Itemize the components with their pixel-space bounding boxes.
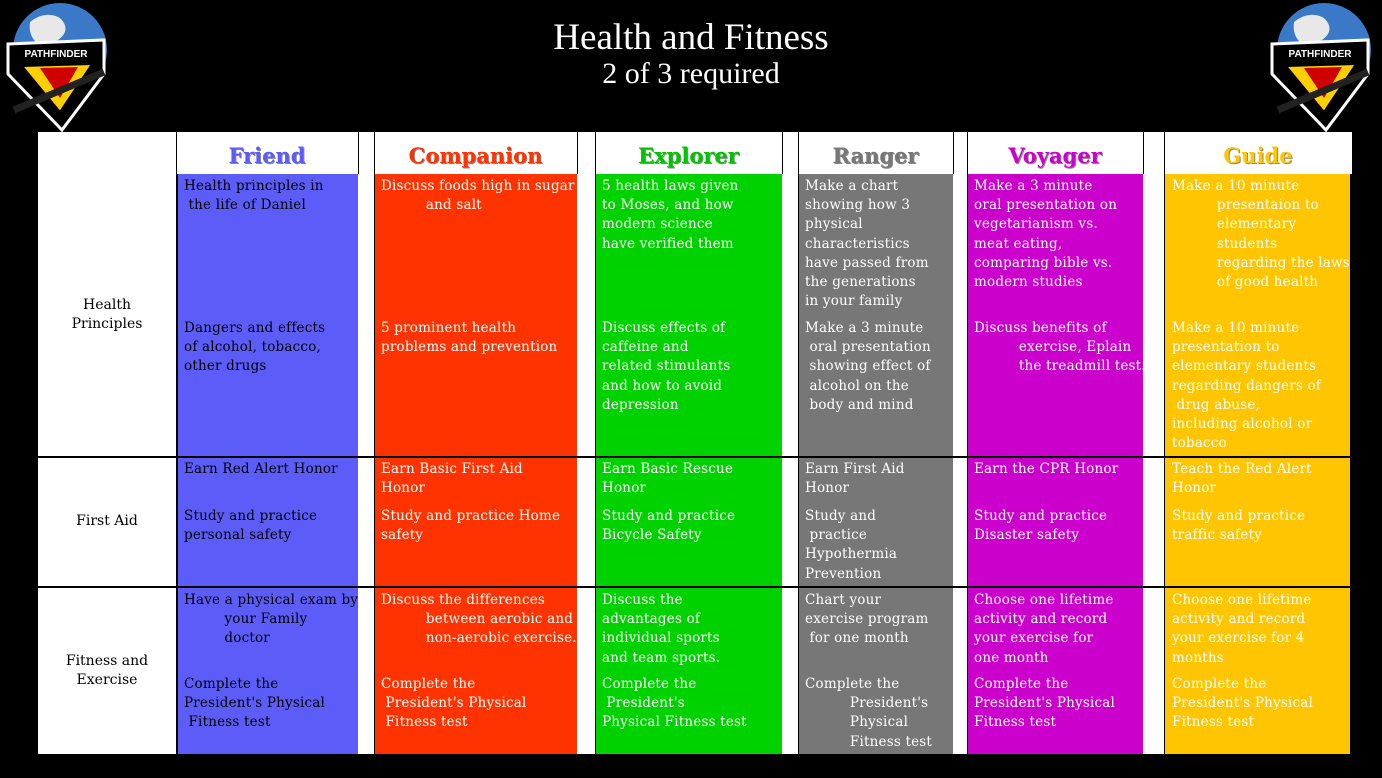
header-friend: Friend — [228, 143, 306, 168]
header-divider — [595, 132, 596, 174]
header-divider — [953, 132, 954, 174]
row-label-first-aid: First Aid — [76, 513, 138, 529]
table-header-panel — [38, 132, 1352, 174]
column-gap — [782, 174, 798, 754]
cell-voyager-fitness-1: Choose one lifetime activity and record … — [974, 592, 1114, 666]
cell-voyager-firstaid-2: Study and practice Disaster safety — [974, 508, 1108, 544]
cell-voyager-firstaid-1: Earn the CPR Honor — [974, 461, 1119, 477]
header-divider — [967, 132, 968, 174]
section-separator — [38, 456, 1352, 458]
cell-companion-health-1: Discuss foods high in sugar and salt — [381, 178, 575, 214]
cell-explorer-fitness-2: Complete the President's Physical Fitnes… — [602, 676, 747, 731]
cell-explorer-firstaid-1: Earn Basic Rescue Honor — [602, 461, 734, 497]
column-gap — [953, 174, 967, 754]
cell-voyager-fitness-2: Complete the President's Physical Fitnes… — [974, 676, 1116, 731]
column-friend — [178, 174, 358, 754]
row-label-health-principles: Health Principles — [71, 297, 143, 333]
cell-companion-firstaid-2: Study and practice Home safety — [381, 508, 561, 544]
cell-guide-fitness-2: Complete the President's Physical Fitnes… — [1172, 676, 1314, 731]
logo-text: PATHFINDER — [1289, 49, 1353, 60]
header-divider — [1143, 132, 1144, 174]
column-guide — [1165, 174, 1350, 754]
cell-ranger-firstaid-2: Study and practice Hypothermia Preventio… — [805, 508, 898, 582]
page-title: Health and Fitness — [553, 17, 829, 58]
pathfinder-logo-right: PATHFINDER — [1270, 3, 1371, 132]
header-companion: Companion — [408, 143, 543, 168]
column-gap — [1143, 174, 1164, 754]
cell-explorer-fitness-1: Discuss the advantages of individual spo… — [602, 592, 721, 666]
cell-companion-firstaid-1: Earn Basic First Aid Honor — [381, 461, 523, 497]
column-voyager — [968, 174, 1143, 754]
cell-explorer-health-2: Discuss effects of caffeine and related … — [602, 320, 731, 413]
column-gap — [358, 174, 374, 754]
cell-friend-fitness-1: Have a physical exam by your Family doct… — [184, 592, 359, 647]
cell-explorer-firstaid-2: Study and practice Bicycle Safety — [602, 508, 736, 544]
cell-friend-health-2: Dangers and effects of alcohol, tobacco,… — [184, 320, 326, 375]
cell-friend-fitness-2: Complete the President's Physical Fitnes… — [184, 676, 326, 731]
cell-companion-health-2: 5 prominent health problems and preventi… — [381, 320, 558, 356]
column-ranger — [799, 174, 953, 754]
header-divider — [374, 132, 375, 174]
header-explorer: Explorer — [638, 143, 739, 168]
logo-text: PATHFINDER — [25, 49, 89, 60]
header-voyager: Voyager — [1008, 143, 1102, 168]
pathfinder-logo-left: PATHFINDER — [6, 3, 107, 132]
header-divider — [1164, 132, 1165, 174]
cell-companion-fitness-2: Complete the President's Physical Fitnes… — [381, 676, 527, 731]
cell-ranger-fitness-2: Complete the President's Physical Fitnes… — [805, 676, 933, 750]
column-gap — [577, 174, 595, 754]
cell-friend-firstaid-1: Earn Red Alert Honor — [184, 461, 338, 477]
section-separator — [38, 586, 1352, 588]
row-label-panel — [38, 174, 176, 754]
cell-explorer-health-1: 5 health laws given to Moses, and how mo… — [602, 178, 739, 252]
cell-friend-firstaid-2: Study and practice personal safety — [184, 508, 318, 544]
column-explorer — [596, 174, 782, 754]
cell-companion-fitness-1: Discuss the differences between aerobic … — [381, 592, 577, 647]
cell-guide-firstaid-2: Study and practice traffic safety — [1172, 508, 1306, 544]
cell-guide-health-2: Make a 10 minute presentation to element… — [1172, 320, 1321, 452]
cell-ranger-health-2: Make a 3 minute oral presentation showin… — [805, 320, 931, 413]
cell-guide-firstaid-1: Teach the Red Alert Honor — [1172, 461, 1312, 497]
header-divider — [782, 132, 783, 174]
column-companion — [375, 174, 577, 754]
cell-guide-fitness-1: Choose one lifetime activity and record … — [1172, 592, 1312, 666]
cell-voyager-health-2: Discuss benefits of exercise, Eplain the… — [974, 320, 1146, 375]
cell-ranger-health-1: Make a chart showing how 3 physical char… — [805, 178, 929, 310]
row-label-fitness-exercise: Fitness and Exercise — [65, 653, 149, 689]
cell-ranger-firstaid-1: Earn First Aid Honor — [805, 461, 905, 497]
header-ranger: Ranger — [832, 143, 919, 168]
cell-guide-health-1: Make a 10 minute presentaion to elementa… — [1172, 178, 1350, 291]
header-divider — [798, 132, 799, 174]
header-divider — [176, 132, 177, 174]
cell-ranger-fitness-1: Chart your exercise program for one mont… — [805, 592, 929, 647]
header-guide: Guide — [1223, 143, 1293, 168]
header-divider — [577, 132, 578, 174]
cell-friend-health-1: Health principles in the life of Daniel — [184, 178, 324, 214]
page-subtitle: 2 of 3 required — [602, 57, 780, 90]
header-divider — [358, 132, 359, 174]
cell-voyager-health-1: Make a 3 minute oral presentation on veg… — [974, 178, 1118, 291]
